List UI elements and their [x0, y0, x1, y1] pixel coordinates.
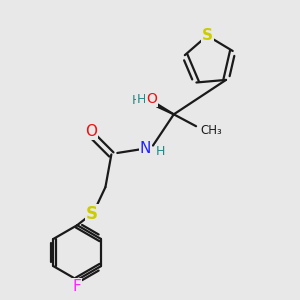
Text: O: O [146, 92, 157, 106]
Text: ·O: ·O [140, 94, 155, 108]
Text: S: S [202, 28, 213, 43]
Text: F: F [73, 279, 82, 294]
Text: CH₃: CH₃ [200, 124, 222, 137]
Text: H: H [136, 93, 146, 106]
Text: H: H [132, 94, 141, 107]
Text: S: S [86, 205, 98, 223]
Text: O: O [85, 124, 98, 139]
Text: H: H [156, 145, 165, 158]
Text: N: N [140, 141, 151, 156]
